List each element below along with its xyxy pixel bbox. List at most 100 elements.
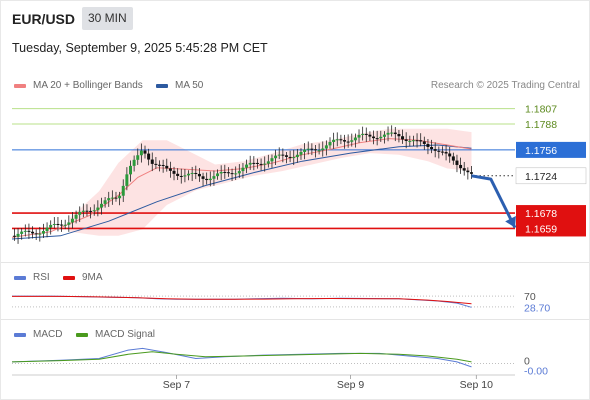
candle [459,157,463,174]
candle [78,206,82,223]
ma50-legend-label: MA 50 [175,80,204,91]
candle [118,191,122,206]
macd-legend-swatch [14,333,26,337]
candle [179,168,183,184]
candle [154,157,158,169]
rsi-line [12,295,472,308]
candle [241,163,245,179]
candle [230,168,234,181]
macd-panel-divider [1,319,589,320]
candle [187,170,191,181]
candle [295,148,299,163]
candle [274,149,278,165]
candle [440,146,444,156]
rsi-ma-legend-label: 9MA [82,272,103,283]
candle [107,191,111,207]
candle [277,147,281,160]
candle [45,222,49,238]
rsi-ma-legend-swatch [63,276,75,280]
candle [245,159,249,174]
candle [60,219,64,232]
x-tick-label: Sep 9 [337,379,365,391]
candle [408,135,412,147]
candle [317,143,321,155]
candle [194,165,198,180]
candle [81,203,85,218]
candle [190,166,194,182]
candle [172,166,176,181]
candle [397,130,401,143]
candle [197,167,201,182]
source-credit: Research © 2025 Trading Central [430,80,580,91]
candle [201,172,205,187]
candle [393,126,397,142]
candle [299,148,303,160]
candle [346,134,350,148]
candle [34,229,38,240]
candle [368,131,372,142]
rsi-panel-divider [1,262,589,263]
candle [437,146,441,159]
candle [361,126,365,141]
last-price-tag [515,167,587,185]
pivot-tag [516,141,586,158]
candle [248,155,252,170]
support-tag [516,205,586,222]
candle [114,191,118,202]
candle [353,133,357,148]
macd-legend-label: MACD [33,329,63,340]
chart-header: EUR/USD 30 MIN Tuesday, September 9, 202… [0,0,590,70]
candle [212,170,216,186]
candle [313,145,317,158]
rsi-value-label: 28.70 [524,302,550,314]
candle [234,166,238,181]
timeframe-button[interactable]: 30 MIN [82,7,133,30]
candle [252,156,256,171]
candle [208,171,212,187]
symbol-label: EUR/USD [12,11,76,27]
level-label: 1.1807 [525,104,557,116]
timestamp: Tuesday, September 9, 2025 5:45:28 PM CE… [12,41,268,55]
candle [41,223,45,238]
rsi-ma-line [12,295,472,305]
candle [183,169,187,183]
candle [401,129,405,144]
candle [52,217,56,229]
candle [462,161,466,176]
candle [136,148,140,165]
candle [303,143,307,160]
candle [379,130,383,142]
candle [161,159,165,173]
candle [99,197,103,215]
rsi-level-label: 70 [524,291,536,303]
forecast-arrow [471,174,517,229]
candle [205,172,209,185]
candle [350,133,354,147]
candle [226,167,230,177]
ma20-legend-label: MA 20 + Bollinger Bands [33,80,143,91]
candle [143,145,147,159]
candle [70,211,74,229]
candle [263,156,267,172]
forecast-arrow-head [505,216,516,228]
candle [63,219,67,230]
candle [339,134,343,145]
x-tick-label: Sep 10 [460,379,493,391]
candle [139,143,143,163]
candle [306,141,310,155]
candle [375,130,379,146]
candle [332,132,336,149]
macd-signal-line [11,351,472,363]
candle [386,126,390,142]
candle [411,135,415,147]
candle [103,197,107,208]
candle [281,148,285,163]
macd-signal-legend-label: MACD Signal [95,329,156,340]
candle [165,158,169,172]
level-label: 1.1659 [525,223,557,235]
candle [259,158,263,171]
candle [372,130,376,145]
candle [364,127,368,142]
candle [74,210,78,224]
